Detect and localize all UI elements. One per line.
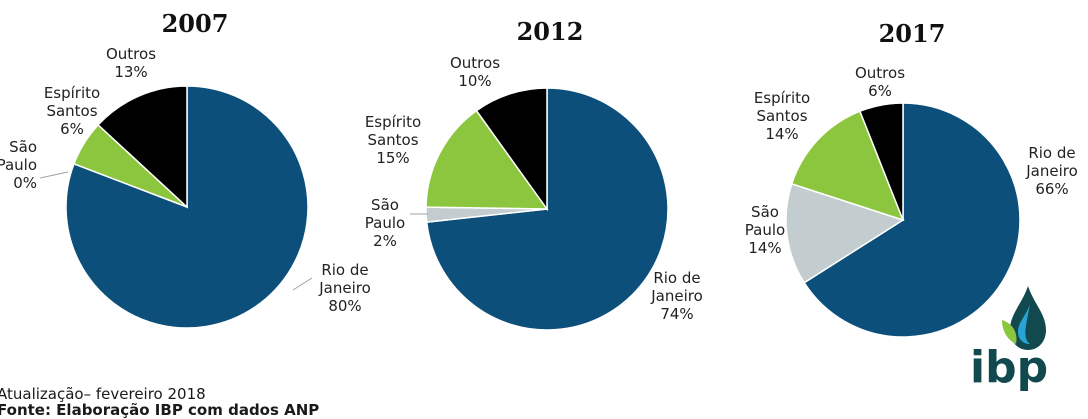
data-label-2007-outros: Outros 13%: [106, 45, 156, 81]
data-label-2007-sao-paulo: São Paulo 0%: [0, 138, 37, 192]
pie-slice-2017-outros: [858, 102, 904, 221]
data-label-line: 14%: [748, 239, 781, 257]
data-label-line: Santos: [756, 107, 807, 125]
chart-title-2017: 2017: [879, 19, 946, 48]
data-label-line: Rio de: [653, 269, 700, 287]
data-label-line: Paulo: [365, 214, 405, 232]
data-label-line: São: [9, 138, 37, 156]
data-label-line: Rio de: [1028, 144, 1075, 162]
logo-leaf-icon: [1002, 320, 1017, 344]
data-label-2017-outros: Outros 6%: [855, 64, 905, 100]
data-label-line: 74%: [660, 305, 693, 323]
leader-line-2007-sao-paulo: [39, 171, 69, 179]
data-label-line: 0%: [13, 174, 37, 192]
pie-slice-2017-sao-paulo: [785, 182, 905, 284]
data-label-line: Outros: [106, 45, 156, 63]
data-label-line: São: [751, 203, 779, 221]
chart-title-2012: 2012: [517, 17, 584, 46]
data-label-2012-outros: Outros 10%: [450, 54, 500, 90]
data-label-2017-rio-de-janeiro: Rio de Janeiro 66%: [1025, 144, 1078, 198]
chart-title-2007: 2007: [162, 9, 229, 38]
data-label-line: 14%: [765, 125, 798, 143]
leader-line-2007-rio-de-janeiro: [292, 277, 313, 291]
pie-slice-2007-outros: [97, 85, 188, 209]
data-label-line: Espírito: [44, 84, 100, 102]
data-label-2017-sao-paulo: São Paulo 14%: [745, 203, 785, 257]
ibp-logo: ibp: [970, 286, 1048, 392]
data-label-line: Outros: [450, 54, 500, 72]
update-note: Atualização– fevereiro 2018: [0, 385, 206, 403]
data-label-line: 6%: [868, 82, 892, 100]
data-label-line: Janeiro: [318, 279, 371, 297]
data-label-line: 15%: [376, 149, 409, 167]
data-label-line: 66%: [1035, 180, 1068, 198]
data-label-line: Espírito: [754, 89, 810, 107]
data-label-2007-espirito-santos: Espírito Santos 6%: [44, 84, 100, 138]
logo-inner-drop-icon: [1018, 304, 1030, 344]
data-label-line: 13%: [114, 63, 147, 81]
pie-slice-2012-outros: [475, 87, 548, 212]
pie-slice-2012-espirito-santos: [425, 109, 549, 210]
data-label-line: Santos: [46, 102, 97, 120]
pie-slice-2017-rio-de-janeiro: [803, 102, 1021, 338]
data-label-line: Outros: [855, 64, 905, 82]
data-label-line: 80%: [328, 297, 361, 315]
data-label-2012-espirito-santos: Espírito Santos 15%: [365, 113, 421, 167]
data-label-line: 2%: [373, 232, 397, 250]
data-label-line: Santos: [367, 131, 418, 149]
data-label-line: Janeiro: [1025, 162, 1078, 180]
logo-text: ibp: [970, 342, 1048, 392]
data-label-2017-espirito-santos: Espírito Santos 14%: [754, 89, 810, 143]
data-label-line: Paulo: [0, 156, 37, 174]
data-label-line: São: [371, 196, 399, 214]
data-label-line: 10%: [458, 72, 491, 90]
data-label-2012-rio-de-janeiro: Rio de Janeiro 74%: [650, 269, 703, 323]
data-label-2012-sao-paulo: São Paulo 2%: [365, 196, 405, 250]
data-label-line: 6%: [60, 120, 84, 138]
data-label-line: Rio de: [321, 261, 368, 279]
data-label-line: Espírito: [365, 113, 421, 131]
data-label-line: Paulo: [745, 221, 785, 239]
data-label-2007-rio-de-janeiro: Rio de Janeiro 80%: [318, 261, 371, 315]
pie-slice-2017-espirito-santos: [790, 110, 905, 222]
data-label-line: Janeiro: [650, 287, 703, 305]
source-note: Fonte: Elaboração IBP com dados ANP: [0, 401, 320, 419]
